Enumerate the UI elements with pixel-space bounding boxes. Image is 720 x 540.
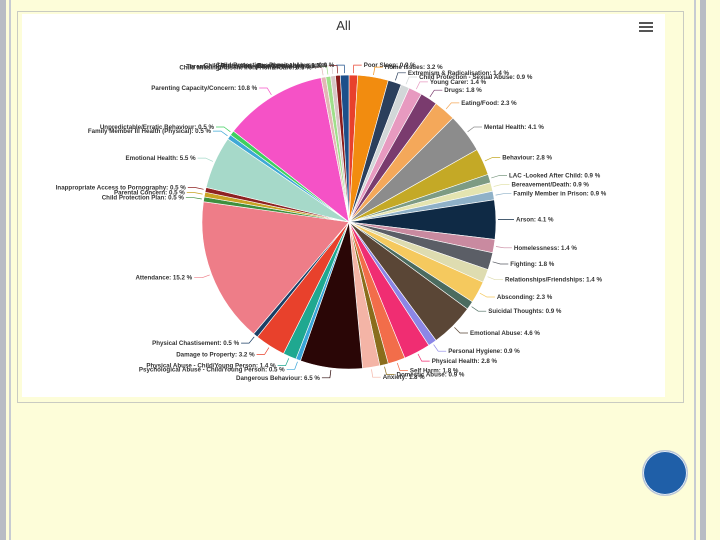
slice-label: Drugs: 1.8 % [444,87,482,94]
slice-connector [194,274,210,279]
slice-connector [495,193,512,196]
slice-label: Child Protection - Emotional Abuse: 0.5 … [204,63,328,70]
slice-connector [318,66,329,75]
slice-connector [336,64,345,74]
chart-menu-button[interactable] [639,20,653,34]
slice-label: Parenting Capacity/Concern: 10.8 % [151,85,257,92]
slice-connector [371,369,381,378]
slice-label: Behaviour: 2.8 % [502,155,552,162]
slice-label: Dangerous Behaviour: 6.5 % [236,375,320,382]
slice-connector [197,157,214,162]
pie-slice[interactable] [339,74,350,223]
slice-connector [445,102,460,110]
slice-label: Attendance: 15.2 % [135,275,192,282]
slice-connector [396,362,408,371]
slice-connector [433,344,447,352]
slice-label: Threatening Behaviour (Peer on Peer): 0.… [186,64,317,71]
left-border-inner [9,0,11,540]
left-border [0,0,6,540]
slice-label: Physical Health: 2.8 % [432,358,498,365]
slice-connector [256,347,270,355]
right-border-inner [694,0,696,540]
slice-connector [479,292,495,298]
slice-label: Anxiety: 1.8 % [383,374,425,381]
slice-connector [213,130,228,137]
slice-label: Child Protection - Physical Abuse: 0.9 % [216,62,335,69]
slice-label: Homelessness: 1.4 % [514,245,577,252]
slice-connector [471,306,487,312]
slice-label: Home Issues: 3.2 % [385,64,443,71]
slice-connector [241,336,255,344]
pie-chart: Poor Sleep: 0.9 %Home Issues: 3.2 %Extre… [56,62,607,382]
slice-label: Damage to Property: 3.2 % [176,351,255,358]
left-border-gap [6,0,9,540]
chart-title: All [336,18,351,33]
slice-connector [429,89,443,98]
slice-connector [313,67,324,76]
slice-connector [492,261,509,265]
hamburger-icon [639,22,653,24]
slice-label: Arson: 4.1 % [516,216,554,223]
slice-label: LAC -Looked After Child: 0.9 % [509,173,601,180]
slice-label: Personal Hygiene: 0.9 % [448,348,520,355]
slice-connector [491,175,507,179]
slice-connector [373,66,383,76]
hamburger-icon-line [639,30,653,32]
slice-connector [216,126,231,133]
slice-label: Relationships/Friendships: 1.4 % [505,277,602,284]
slice-label: Emotional Abuse: 4.6 % [470,330,540,337]
slice-label: Suicidal Thoughts: 0.9 % [488,308,562,315]
hamburger-icon-line [639,26,653,28]
slice-connector [405,76,418,85]
slice-label: Bereavement/Death: 0.9 % [512,182,590,189]
chart-panel: Poor Sleep: 0.9 % Home Issues: 3.2 % Extre… [22,14,665,397]
slice-label: Young Carer: 1.4 % [430,79,487,86]
slice-label: Mental Health: 4.1 % [484,124,544,131]
slice-connector [417,353,430,362]
slice-label: Emotional Health: 5.5 % [125,155,196,162]
slice-label: Eating/Food: 2.3 % [461,100,517,107]
slice-connector [323,65,334,74]
slice-connector [454,327,468,334]
slice-label: Eating Disorder: 0.5 % [256,63,322,70]
slice-label: Fighting: 1.8 % [510,261,554,268]
slice-label: Unpredictable/Erratic Behaviour: 0.5 % [100,124,215,131]
slice-label: Child Protection Plan: 0.5 % [102,195,185,202]
slice-label: Physical Chastisement: 0.5 % [152,340,240,347]
slice-connector [286,361,298,370]
slice-connector [384,366,395,375]
slice-connector [395,72,406,81]
slice-label: Psychological Abuse - Child/Young Person… [139,366,285,373]
slice-label: Self Harm: 1.8 % [410,368,459,375]
slice-connector [353,64,362,74]
slice-label: Child Protection - Sexual Abuse: 0.9 % [419,74,533,81]
slice-label: Child Missing/Absent from Home/Care: 0.5… [179,64,312,71]
slice-connector [321,369,332,379]
pie-slice[interactable] [201,201,350,335]
slice-connector [186,192,203,195]
slice-connector [277,358,290,366]
slice-label: Extremism & Radicalisation: 1.4 % [408,70,510,77]
slice-label: Domestic Abuse: 0.9 % [397,372,465,379]
slice-label: Family Member in Prison: 0.9 % [513,191,606,198]
slice-label: Parental Concern: 0.5 % [114,190,185,197]
slice-label: Family Member Ill Health (Physical): 0.5… [88,128,212,135]
slice-connector [259,87,272,95]
slice-connector [187,187,204,190]
slice-connector [493,184,510,187]
right-border-bar [700,0,706,540]
slice-label: Absconding: 2.3 % [497,294,553,301]
slice-connector [484,157,501,162]
navigation-circle-button[interactable] [642,450,688,496]
slice-label: Inappropriate Access to Pornography: 0.5… [56,185,187,192]
slice-connector [329,65,339,74]
pie-slice[interactable] [233,77,350,223]
slice-label: Physical Abuse - Child/Young Person: 1.4… [146,363,276,370]
slice-connector [415,81,428,90]
slice-connector [467,126,482,133]
slice-connector [495,246,512,249]
slice-label: Poor Sleep: 0.9 % [364,62,416,69]
slice-connector [185,197,202,200]
slice-connector [487,276,503,281]
